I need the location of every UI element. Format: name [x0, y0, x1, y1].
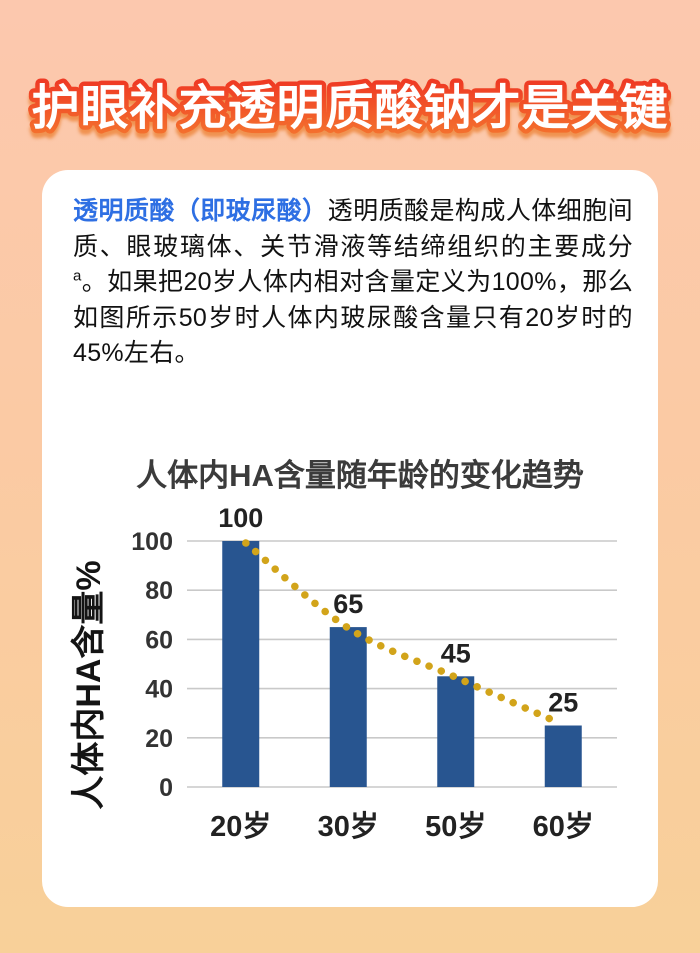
y-tick-label: 80 [145, 577, 173, 605]
x-tick-label: 30岁 [318, 810, 379, 843]
bar-value-label: 45 [441, 638, 471, 668]
intro-highlight: 透明质酸（即玻尿酸） [73, 197, 328, 225]
y-tick-label: 20 [145, 725, 173, 753]
intro-footnote-marker: a [73, 267, 82, 285]
intro-paragraph: 透明质酸（即玻尿酸）透明质酸是构成人体细胞间质、眼玻璃体、关节滑液等结缔组织的主… [73, 194, 633, 372]
content-card: 透明质酸（即玻尿酸）透明质酸是构成人体细胞间质、眼玻璃体、关节滑液等结缔组织的主… [42, 170, 658, 907]
y-tick-label: 60 [145, 626, 173, 654]
bar [222, 541, 260, 787]
x-tick-label: 60岁 [533, 810, 594, 843]
bar [437, 676, 475, 787]
bar-value-label: 25 [548, 688, 578, 718]
bar-value-label: 65 [333, 589, 363, 619]
chart-title: 人体内HA含量随年龄的变化趋势 [136, 458, 584, 493]
ha-age-trend-chart: 0 20 40 60 80 100 100 20岁 65 30岁 45 50岁 25 60岁 人体内HA含量… [70, 458, 617, 843]
intro-body-part2: 。如果把20岁人体内相对含量定义为100%，那么如图所示50岁时人体内玻尿酸含量… [73, 268, 633, 367]
trend-dotted-line [242, 539, 563, 727]
bar [329, 627, 367, 787]
y-tick-label: 100 [131, 528, 173, 556]
bar [544, 725, 582, 787]
bar-value-label: 100 [218, 503, 263, 533]
main-title-banner: 护眼补充透明质酸钠才是关键 [27, 78, 672, 140]
y-axis-label: 人体内HA含量% [70, 560, 108, 809]
x-tick-label: 20岁 [210, 810, 271, 843]
intro-body-part1: 透明质酸是构成人体细胞间质、眼玻璃体、关节滑液等结缔组织的主要成分 [73, 197, 633, 261]
x-tick-label: 50岁 [425, 810, 486, 843]
page-title: 护眼补充透明质酸钠才是关键 [31, 82, 668, 135]
y-tick-label: 0 [159, 774, 173, 802]
y-tick-label: 40 [145, 676, 173, 704]
